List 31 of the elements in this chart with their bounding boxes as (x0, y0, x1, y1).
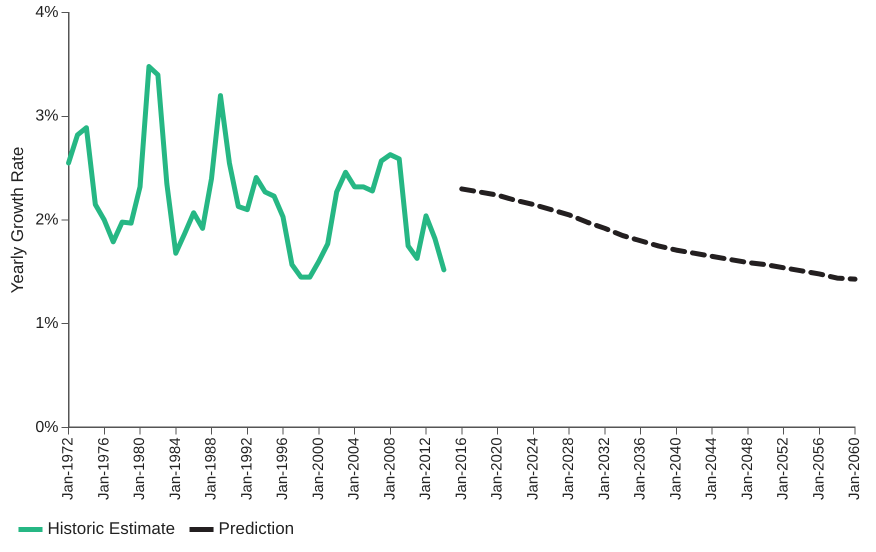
x-tick-label: Jan-1984 (166, 437, 184, 500)
x-tick-label: Jan-1988 (202, 437, 220, 500)
x-tick-label: Jan-1992 (238, 437, 256, 500)
x-tick-label: Jan-2016 (452, 437, 470, 500)
x-tick-label: Jan-2012 (417, 437, 434, 500)
x-tick-label: Jan-1972 (60, 437, 77, 500)
x-tick-label: Jan-1996 (274, 437, 292, 500)
x-tick-label: Jan-2008 (381, 437, 398, 500)
x-tick-label: Jan-2044 (703, 437, 720, 500)
legend-label: Historic Estimate (48, 519, 176, 538)
x-tick-label: Jan-2000 (310, 437, 327, 500)
x-tick-label: Jan-2036 (632, 437, 649, 500)
y-axis-title: Yearly Growth Rate (8, 146, 27, 294)
y-tick-label: 2% (35, 211, 59, 228)
x-tick-label: Jan-2056 (810, 437, 828, 500)
y-tick-label: 0% (35, 418, 59, 436)
x-tick-label: Jan-2052 (774, 437, 792, 500)
x-tick-label: Jan-1976 (95, 437, 112, 500)
y-tick-label: 1% (35, 315, 59, 332)
y-tick-label: 3% (35, 108, 59, 125)
x-tick-label: Jan-2048 (738, 437, 756, 500)
x-tick-label: Jan-1980 (131, 437, 148, 500)
x-tick-label: Jan-2024 (524, 437, 542, 500)
x-tick-label: Jan-2004 (346, 437, 363, 500)
x-tick-label: Jan-2032 (596, 437, 613, 500)
x-tick-label: Jan-2028 (560, 437, 578, 500)
y-tick-label: 4% (35, 4, 59, 22)
x-tick-label: Jan-2020 (488, 437, 506, 500)
x-tick-label: Jan-2060 (846, 437, 864, 500)
legend-label: Prediction (218, 519, 294, 538)
x-tick-label: Jan-2040 (667, 437, 684, 500)
